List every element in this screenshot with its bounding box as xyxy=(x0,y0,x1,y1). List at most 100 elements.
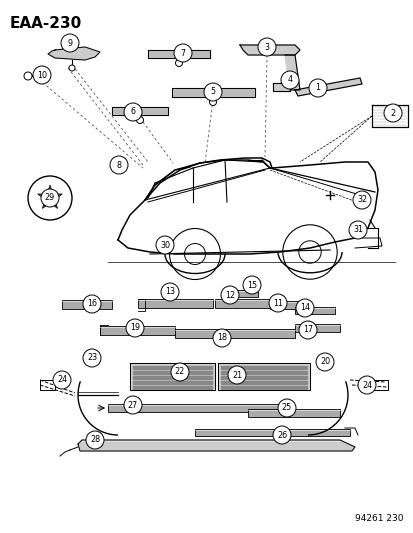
Bar xyxy=(294,324,339,332)
Text: 14: 14 xyxy=(299,303,309,312)
Circle shape xyxy=(348,221,366,239)
Circle shape xyxy=(257,38,275,56)
Text: 10: 10 xyxy=(37,70,47,79)
Text: 28: 28 xyxy=(90,435,100,445)
Text: 3: 3 xyxy=(264,43,269,52)
Circle shape xyxy=(352,191,370,209)
Circle shape xyxy=(221,286,238,304)
Text: 7: 7 xyxy=(180,49,185,58)
Text: 8: 8 xyxy=(116,160,121,169)
Circle shape xyxy=(204,83,221,101)
Circle shape xyxy=(212,329,230,347)
Polygon shape xyxy=(221,381,306,384)
Text: 15: 15 xyxy=(246,280,256,289)
Bar xyxy=(214,299,269,308)
Circle shape xyxy=(126,319,144,337)
Polygon shape xyxy=(133,381,211,384)
Text: 24: 24 xyxy=(361,381,371,390)
Circle shape xyxy=(209,99,216,106)
Text: 31: 31 xyxy=(352,225,362,235)
Polygon shape xyxy=(171,88,254,97)
Text: EAA-230: EAA-230 xyxy=(10,16,82,31)
Text: 9: 9 xyxy=(67,38,72,47)
Circle shape xyxy=(171,363,189,381)
Polygon shape xyxy=(133,371,211,374)
Circle shape xyxy=(83,295,101,313)
Circle shape xyxy=(124,103,142,121)
Polygon shape xyxy=(294,78,361,96)
Polygon shape xyxy=(218,363,309,390)
Text: 29: 29 xyxy=(45,193,55,203)
Polygon shape xyxy=(133,386,211,389)
Polygon shape xyxy=(112,107,168,115)
Circle shape xyxy=(308,79,326,97)
Text: 4: 4 xyxy=(287,76,292,85)
Circle shape xyxy=(175,60,182,67)
Polygon shape xyxy=(369,380,387,390)
Text: 18: 18 xyxy=(216,334,226,343)
Circle shape xyxy=(156,236,173,254)
Bar xyxy=(221,290,257,297)
Bar xyxy=(108,404,279,412)
Circle shape xyxy=(28,176,72,220)
Text: 24: 24 xyxy=(57,376,67,384)
Circle shape xyxy=(268,294,286,312)
Circle shape xyxy=(280,71,298,89)
Bar xyxy=(195,429,349,436)
Text: 2: 2 xyxy=(389,109,394,117)
Circle shape xyxy=(33,66,51,84)
Circle shape xyxy=(24,72,32,80)
Polygon shape xyxy=(48,47,100,60)
Polygon shape xyxy=(240,45,299,55)
Text: 20: 20 xyxy=(319,358,329,367)
Text: 25: 25 xyxy=(281,403,292,413)
Circle shape xyxy=(86,431,104,449)
Text: 19: 19 xyxy=(130,324,140,333)
Text: 12: 12 xyxy=(224,290,235,300)
Circle shape xyxy=(61,34,79,52)
Text: 23: 23 xyxy=(87,353,97,362)
Circle shape xyxy=(272,426,290,444)
Circle shape xyxy=(295,299,313,317)
Circle shape xyxy=(53,371,71,389)
Text: 5: 5 xyxy=(210,87,215,96)
Circle shape xyxy=(228,366,245,384)
Polygon shape xyxy=(40,380,55,390)
Circle shape xyxy=(298,321,316,339)
Polygon shape xyxy=(38,185,62,208)
Text: 21: 21 xyxy=(231,370,242,379)
Bar xyxy=(294,307,334,314)
Bar xyxy=(100,326,175,335)
Bar xyxy=(247,409,339,417)
Circle shape xyxy=(383,104,401,122)
Circle shape xyxy=(277,399,295,417)
Circle shape xyxy=(136,117,143,124)
Text: 94261 230: 94261 230 xyxy=(355,514,403,523)
Polygon shape xyxy=(221,386,306,389)
Text: 26: 26 xyxy=(276,431,286,440)
Circle shape xyxy=(110,156,128,174)
Polygon shape xyxy=(221,371,306,374)
Text: 22: 22 xyxy=(174,367,185,376)
Text: 11: 11 xyxy=(272,298,282,308)
Bar xyxy=(62,300,112,309)
Polygon shape xyxy=(284,55,299,90)
Circle shape xyxy=(173,44,192,62)
Bar xyxy=(269,301,301,309)
Circle shape xyxy=(83,349,101,367)
Circle shape xyxy=(242,276,260,294)
Polygon shape xyxy=(221,376,306,378)
Text: 13: 13 xyxy=(165,287,175,296)
Bar xyxy=(175,329,294,338)
Text: 30: 30 xyxy=(159,240,170,249)
Circle shape xyxy=(41,189,59,207)
Polygon shape xyxy=(133,376,211,378)
Circle shape xyxy=(357,376,375,394)
Circle shape xyxy=(161,283,178,301)
Polygon shape xyxy=(147,50,209,58)
Bar xyxy=(138,299,212,308)
Circle shape xyxy=(315,353,333,371)
Polygon shape xyxy=(272,83,289,91)
Text: 16: 16 xyxy=(87,300,97,309)
Text: 6: 6 xyxy=(130,108,135,117)
